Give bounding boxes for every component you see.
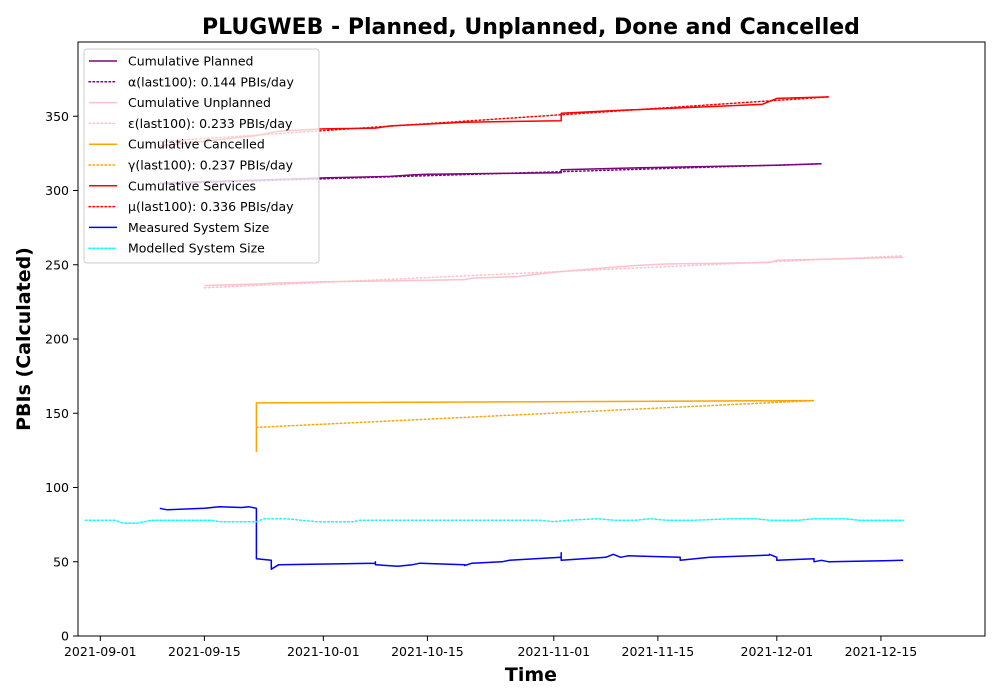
series-2-legend-label: Cumulative Unplanned xyxy=(128,95,271,110)
chart-title: PLUGWEB - Planned, Unplanned, Done and C… xyxy=(202,15,860,40)
y-tick-label: 200 xyxy=(45,332,69,347)
x-tick-label: 2021-12-01 xyxy=(741,644,814,659)
y-tick-label: 100 xyxy=(45,480,69,495)
x-axis: 2021-09-01 2021-09-15 2021-10-01 2021-10-15… xyxy=(64,636,917,659)
x-tick-label: 2021-10-01 xyxy=(287,644,360,659)
y-tick-label: 250 xyxy=(45,257,69,272)
series-5-line xyxy=(255,399,815,429)
series-4-line xyxy=(255,399,815,452)
series-7-legend-label: μ(last100): 0.336 PBIs/day xyxy=(128,199,294,214)
series-8-line xyxy=(159,506,904,570)
y-tick-label: 50 xyxy=(53,554,69,569)
series-0-legend-label: Cumulative Planned xyxy=(128,54,253,69)
x-tick-label: 2021-10-15 xyxy=(391,644,464,659)
y-tick-label: 300 xyxy=(45,183,69,198)
series-1-line xyxy=(159,163,823,185)
legend-box xyxy=(83,48,320,264)
series-4-legend-label: Cumulative Cancelled xyxy=(128,137,265,152)
y-tick-label: 150 xyxy=(45,406,69,421)
x-tick-label: 2021-12-15 xyxy=(845,644,918,659)
series-3-legend-label: ε(last100): 0.233 PBIs/day xyxy=(128,116,293,131)
y-tick-label: 0 xyxy=(61,629,69,644)
series-9-legend-label: Modelled System Size xyxy=(128,241,265,256)
series-3-line xyxy=(203,255,904,289)
x-tick-label: 2021-11-15 xyxy=(622,644,695,659)
x-tick-label: 2021-09-01 xyxy=(64,644,137,659)
series-5-legend-label: γ(last100): 0.237 PBIs/day xyxy=(128,158,294,173)
x-axis-label: Time xyxy=(505,664,557,686)
y-tick-label: 350 xyxy=(45,109,69,124)
y-axis: 0 50 100 150 200 250 300 350 xyxy=(45,109,78,644)
legend: Cumulative Planned α(last100): 0.144 PBIs… xyxy=(83,48,320,264)
series-8-legend-label: Measured System Size xyxy=(128,220,270,235)
x-tick-label: 2021-11-01 xyxy=(517,644,590,659)
x-tick-label: 2021-09-15 xyxy=(168,644,241,659)
series-6-legend-label: Cumulative Services xyxy=(128,178,256,193)
series-1-legend-label: α(last100): 0.144 PBIs/day xyxy=(128,74,294,89)
y-axis-label: PBIs (Calculated) xyxy=(13,247,35,431)
